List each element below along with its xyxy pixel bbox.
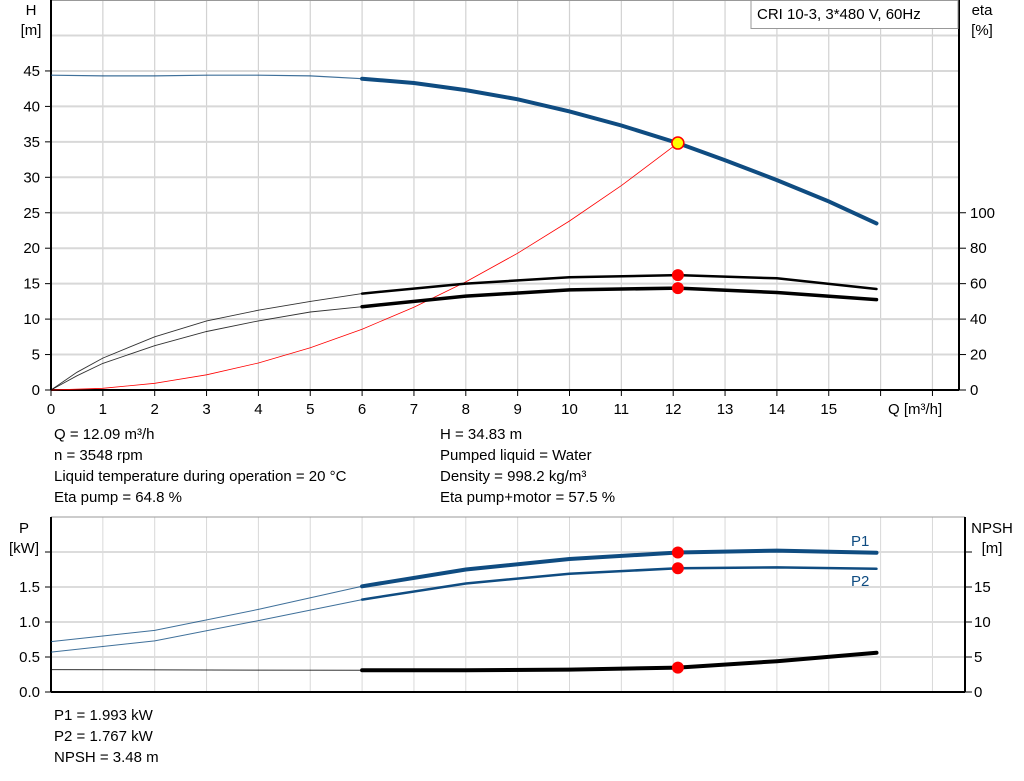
- x-tick-label: 0: [47, 401, 55, 418]
- y2-tick-label: 40: [970, 311, 987, 328]
- legend-box: [750, 0, 959, 29]
- x-tick-label: 9: [513, 401, 521, 418]
- info-head: H = 34.83 m: [440, 426, 523, 443]
- x-tick-label: 12: [665, 401, 682, 418]
- y-tick-label: 25: [23, 205, 40, 222]
- y-axis-unit: [m]: [21, 22, 42, 39]
- info-npsh: NPSH = 3.48 m: [54, 749, 159, 766]
- info-p2: P2 = 1.767 kW: [54, 728, 153, 745]
- info-liquid: Pumped liquid = Water: [440, 447, 592, 464]
- y-axis-label: H: [26, 2, 37, 19]
- system-curve-line: [50, 142, 679, 391]
- eta-pump-motor-curve-line: [360, 286, 879, 309]
- x-tick-label: 1: [99, 401, 107, 418]
- duty-point-marker: [671, 136, 685, 150]
- x-axis-label: Q [m³/h]: [888, 401, 942, 418]
- y-tick-label: 30: [23, 169, 40, 186]
- y2-tick-label: 60: [970, 276, 987, 293]
- y2-axis-unit: [%]: [971, 22, 993, 39]
- p2-series-label: P2: [851, 573, 869, 590]
- info-speed: n = 3548 rpm: [54, 447, 143, 464]
- y-axis-unit: [kW]: [9, 540, 39, 557]
- y2-tick-label: 80: [970, 240, 987, 257]
- y-tick-label: 1.5: [19, 579, 40, 596]
- y-tick-label: 10: [23, 311, 40, 328]
- x-tick-label: 7: [410, 401, 418, 418]
- operating-info-right: H = 34.83 m Pumped liquid = Water Densit…: [440, 424, 615, 508]
- chart-title: CRI 10-3, 3*480 V, 60Hz: [757, 6, 921, 23]
- x-tick-label: 5: [306, 401, 314, 418]
- p1-curve-line-extrapolated: [50, 585, 363, 643]
- y2-tick-label: 0: [974, 684, 982, 701]
- y-tick-label: 35: [23, 134, 40, 151]
- head-curve-line: [360, 76, 879, 226]
- y2-tick-label: 20: [970, 347, 987, 364]
- y-tick-label: 20: [23, 240, 40, 257]
- x-tick-label: 4: [254, 401, 262, 418]
- p2-marker: [671, 562, 684, 575]
- y-tick-label: 0.0: [19, 684, 40, 701]
- y-tick-label: 0.5: [19, 649, 40, 666]
- y2-tick-label: 5: [974, 649, 982, 666]
- operating-info-left: Q = 12.09 m³/h n = 3548 rpm Liquid tempe…: [54, 424, 346, 508]
- y-tick-label: 1.0: [19, 614, 40, 631]
- info-temperature: Liquid temperature during operation = 20…: [54, 468, 347, 485]
- power-info: P1 = 1.993 kW P2 = 1.767 kW NPSH = 3.48 …: [54, 705, 159, 768]
- x-tick-label: 8: [462, 401, 470, 418]
- info-eta-pump-motor: Eta pump+motor = 57.5 %: [440, 489, 616, 506]
- npsh-curve-line: [360, 650, 879, 673]
- y2-tick-label: 15: [974, 579, 991, 596]
- info-density: Density = 998.2 kg/m³: [440, 468, 587, 485]
- p2-curve-line: [360, 566, 878, 601]
- p2-curve-line-extrapolated: [50, 599, 363, 653]
- y-axis-label: P: [19, 520, 29, 537]
- y2-tick-label: 0: [970, 382, 978, 399]
- y-tick-label: 5: [32, 347, 40, 364]
- info-eta-pump: Eta pump = 64.8 %: [54, 489, 182, 506]
- y2-tick-label: 100: [970, 205, 995, 222]
- x-tick-label: 10: [561, 401, 578, 418]
- x-tick-label: 11: [614, 401, 630, 418]
- y2-axis-label: NPSH: [971, 520, 1013, 537]
- npsh-curve-line-extrapolated: [50, 669, 363, 671]
- npsh-marker: [671, 661, 684, 674]
- eta-pump-curve-line-extrapolated: [50, 293, 363, 391]
- p1-series-label: P1: [851, 533, 869, 550]
- x-tick-label: 2: [151, 401, 159, 418]
- eta-pump-motor-curve-line-extrapolated: [50, 306, 363, 391]
- y2-axis-label: eta: [972, 2, 994, 19]
- y2-tick-label: 10: [974, 614, 991, 631]
- x-tick-label: 14: [769, 401, 786, 418]
- y-tick-label: 0: [32, 382, 40, 399]
- y2-axis-unit: [m]: [982, 540, 1003, 557]
- x-tick-label: 3: [202, 401, 210, 418]
- eta-marker: [671, 269, 684, 282]
- p1-marker: [671, 546, 684, 559]
- y-tick-label: 45: [23, 63, 40, 80]
- eta-pump-curve-line: [360, 273, 878, 295]
- head-curve-line-extrapolated: [50, 74, 363, 80]
- x-tick-label: 13: [717, 401, 734, 418]
- y-tick-label: 15: [23, 276, 40, 293]
- x-tick-label: 15: [820, 401, 837, 418]
- eta-marker: [671, 282, 684, 295]
- info-p1: P1 = 1.993 kW: [54, 707, 153, 724]
- p1-curve-line: [360, 548, 879, 589]
- x-tick-label: 6: [358, 401, 366, 418]
- y-tick-label: 40: [23, 98, 40, 115]
- info-flow: Q = 12.09 m³/h: [54, 426, 155, 443]
